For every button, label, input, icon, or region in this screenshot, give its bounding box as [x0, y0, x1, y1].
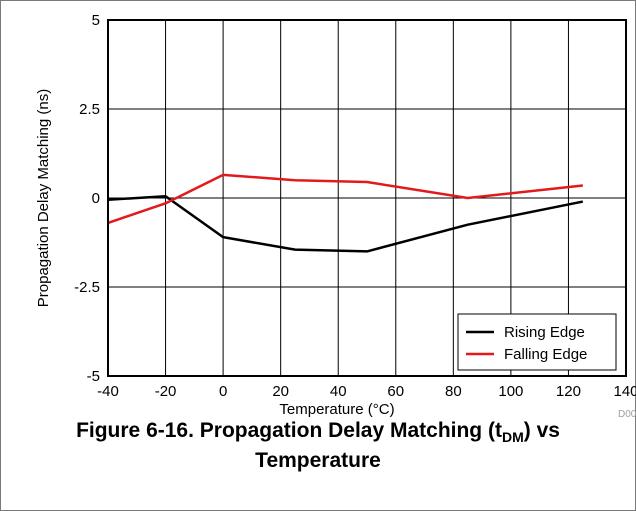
caption-line-2: Temperature: [255, 449, 381, 472]
figure-id-watermark: D007: [618, 409, 636, 420]
y-tick-label: 5: [92, 12, 100, 29]
series-lines: [107, 173, 584, 253]
legend-label: Rising Edge: [504, 324, 585, 341]
x-axis-label: Temperature (°C): [279, 401, 394, 418]
y-tick-label: -5: [87, 368, 100, 385]
x-tick-label: -20: [155, 383, 177, 400]
x-tick-label: 80: [445, 383, 462, 400]
legend: Rising Edge Falling Edge: [457, 313, 617, 371]
figure-caption: Figure 6-16. Propagation Delay Matching …: [0, 416, 636, 476]
x-tick-label: 140: [613, 383, 636, 400]
y-tick-labels: 5 2.5 0 -2.5 -5: [74, 12, 100, 385]
y-tick-label: -2.5: [74, 279, 100, 296]
x-tick-label: 20: [272, 383, 289, 400]
y-tick-label: 2.5: [79, 101, 100, 118]
caption-line-1: Figure 6-16. Propagation Delay Matching …: [0, 416, 636, 446]
series-line-rising-edge: [107, 194, 584, 253]
y-tick-label: 0: [92, 190, 100, 207]
x-tick-labels: -40 -20 0 20 40 60 80 100 120 140: [97, 383, 636, 400]
caption-suffix: ) vs: [523, 419, 560, 442]
x-tick-label: 40: [330, 383, 347, 400]
legend-label: Falling Edge: [504, 346, 587, 363]
legend-box: [457, 313, 617, 371]
series-line-falling-edge: [107, 173, 583, 225]
x-tick-label: 100: [498, 383, 523, 400]
x-tick-label: -40: [97, 383, 119, 400]
y-axis-label: Propagation Delay Matching (ns): [35, 89, 52, 307]
x-tick-label: 120: [556, 383, 581, 400]
x-tick-label: 60: [387, 383, 404, 400]
caption-subscript: DM: [501, 429, 524, 446]
caption-prefix: Figure 6-16. Propagation Delay Matching …: [76, 419, 502, 442]
x-tick-label: 0: [219, 383, 227, 400]
line-chart: -40 -20 0 20 40 60 80 100 120 140 5 2.5 0 -2.5 -5 Tem…: [35, 12, 636, 420]
plot-area: [107, 19, 627, 377]
